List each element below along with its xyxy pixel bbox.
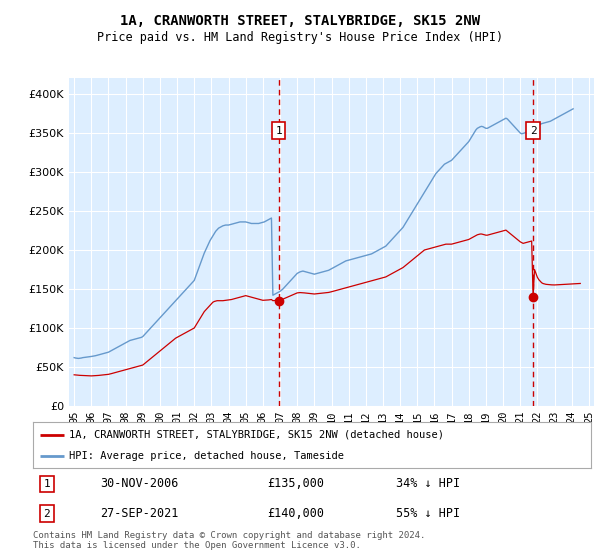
Text: 30-NOV-2006: 30-NOV-2006 [100, 477, 178, 491]
Text: 1: 1 [44, 479, 50, 489]
Text: 1A, CRANWORTH STREET, STALYBRIDGE, SK15 2NW: 1A, CRANWORTH STREET, STALYBRIDGE, SK15 … [120, 14, 480, 28]
Text: 1: 1 [275, 126, 282, 136]
Text: 34% ↓ HPI: 34% ↓ HPI [396, 477, 460, 491]
Text: 2: 2 [44, 508, 50, 519]
Text: Price paid vs. HM Land Registry's House Price Index (HPI): Price paid vs. HM Land Registry's House … [97, 31, 503, 44]
Text: 1A, CRANWORTH STREET, STALYBRIDGE, SK15 2NW (detached house): 1A, CRANWORTH STREET, STALYBRIDGE, SK15 … [69, 430, 444, 440]
Text: £135,000: £135,000 [268, 477, 325, 491]
Text: £140,000: £140,000 [268, 507, 325, 520]
Text: 27-SEP-2021: 27-SEP-2021 [100, 507, 178, 520]
Text: HPI: Average price, detached house, Tameside: HPI: Average price, detached house, Tame… [69, 451, 344, 461]
Text: 55% ↓ HPI: 55% ↓ HPI [396, 507, 460, 520]
Text: Contains HM Land Registry data © Crown copyright and database right 2024.
This d: Contains HM Land Registry data © Crown c… [33, 531, 425, 550]
Text: 2: 2 [530, 126, 536, 136]
